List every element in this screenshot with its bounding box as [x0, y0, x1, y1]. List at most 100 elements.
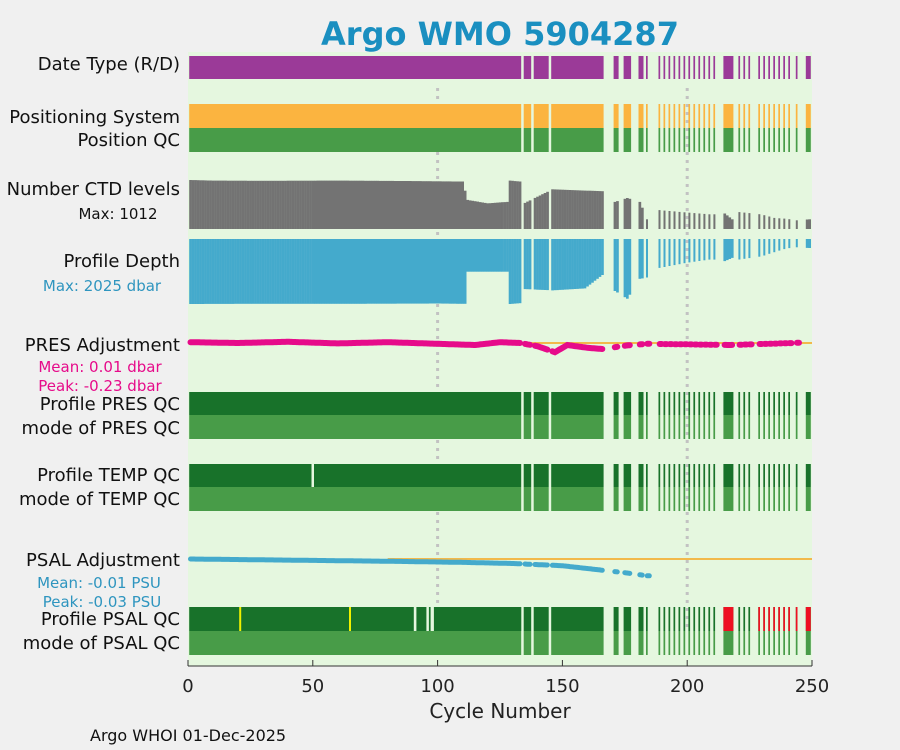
cycle-bar: [748, 56, 751, 79]
value-bar: [518, 239, 522, 304]
value-bar: [486, 239, 489, 272]
value-bar: [229, 180, 232, 229]
x-tick-label: 100: [420, 676, 454, 697]
cycle-bar: [688, 607, 691, 631]
value-bar: [728, 239, 732, 259]
value-bar: [773, 217, 776, 229]
value-bar: [433, 239, 437, 304]
x-axis-label: Cycle Number: [429, 699, 571, 723]
value-bar: [693, 213, 696, 229]
cycle-bar: [743, 464, 746, 487]
value-bar: [319, 180, 322, 229]
value-bar: [466, 239, 469, 272]
pres-adjustment-plot: [187, 338, 812, 356]
cycle-bar: [638, 607, 644, 631]
value-bar: [438, 239, 442, 304]
value-bar: [578, 190, 582, 229]
value-bar: [204, 239, 207, 304]
cycle-bar: [773, 415, 775, 439]
cycle-bar: [646, 607, 648, 631]
cycle-bar: [748, 607, 751, 631]
value-bar: [458, 181, 462, 229]
value-bar: [491, 239, 494, 272]
value-bar: [401, 181, 405, 229]
position-qc-track: [189, 128, 811, 152]
cycle-bar: [533, 104, 549, 128]
cycle-bar: [523, 607, 532, 631]
cycle-bar: [768, 128, 770, 152]
cycle-bar: [788, 487, 790, 511]
qc-flag-red: [773, 607, 775, 631]
cycle-bar: [805, 104, 811, 128]
cycle-bar: [678, 415, 681, 439]
value-bar: [738, 239, 741, 260]
value-bar: [438, 181, 442, 229]
value-bar: [431, 181, 435, 229]
value-bar: [768, 239, 771, 254]
cycle-bar: [698, 415, 701, 439]
cycle-bar: [638, 464, 644, 487]
cycle-bar: [683, 104, 686, 128]
cycle-bar: [551, 56, 604, 79]
cycle-bar: [523, 392, 532, 415]
value-bar: [506, 201, 509, 229]
value-bar: [241, 239, 245, 304]
value-bar: [194, 180, 197, 229]
value-bar: [788, 219, 791, 229]
cycle-bar: [723, 104, 734, 128]
value-bar: [411, 181, 415, 229]
value-bar: [758, 214, 761, 229]
value-bar: [241, 180, 245, 229]
value-bar: [516, 239, 519, 304]
value-bar: [319, 239, 322, 304]
value-bar: [783, 218, 786, 229]
cycle-bar: [668, 104, 671, 128]
cycle-bar: [678, 607, 681, 631]
adjustment-series: [622, 570, 633, 576]
cycle-bar: [805, 631, 811, 655]
value-bar: [224, 180, 227, 229]
cycle-bar: [683, 128, 686, 152]
value-bar: [563, 239, 567, 290]
cycle-bar: [668, 607, 671, 631]
value-bar: [513, 181, 517, 229]
cycle-bar: [683, 487, 686, 511]
mode-temp-qc-track: [189, 487, 811, 511]
value-bar: [219, 239, 222, 304]
cycle-bar: [638, 56, 644, 79]
cycle-bar: [646, 415, 648, 439]
value-bar: [361, 239, 365, 304]
value-bar: [481, 239, 484, 272]
value-bar: [374, 180, 377, 229]
cycle-bar: [788, 104, 790, 128]
value-bar: [476, 201, 479, 229]
value-bar: [528, 200, 532, 229]
value-bar: [324, 180, 327, 229]
cycle-bar: [673, 56, 676, 79]
cycle-bar: [613, 56, 619, 79]
cycle-bar: [693, 487, 696, 511]
value-bar: [301, 180, 305, 229]
value-bar: [339, 239, 342, 304]
value-bar: [221, 180, 225, 229]
value-bar: [314, 239, 317, 304]
value-bar: [398, 181, 402, 229]
cycle-bar: [723, 415, 734, 439]
value-bar: [294, 180, 297, 229]
cycle-bar: [748, 464, 751, 487]
cycle-bar: [551, 487, 604, 511]
ctd-levels-max-annotation: Max: 1012: [78, 205, 157, 223]
cycle-bar: [623, 487, 632, 511]
cycle-bar: [708, 104, 711, 128]
x-tick-label: 150: [545, 676, 579, 697]
cycle-bar: [523, 128, 532, 152]
cycle-bar: [613, 631, 619, 655]
cycle-bar: [658, 464, 661, 487]
value-bar: [478, 239, 482, 272]
cycle-bar: [688, 464, 691, 487]
positioning-system-label: Positioning System: [9, 107, 180, 128]
cycle-bar: [663, 464, 666, 487]
value-bar: [703, 213, 706, 229]
value-bar: [251, 180, 255, 229]
value-bar: [364, 180, 367, 229]
